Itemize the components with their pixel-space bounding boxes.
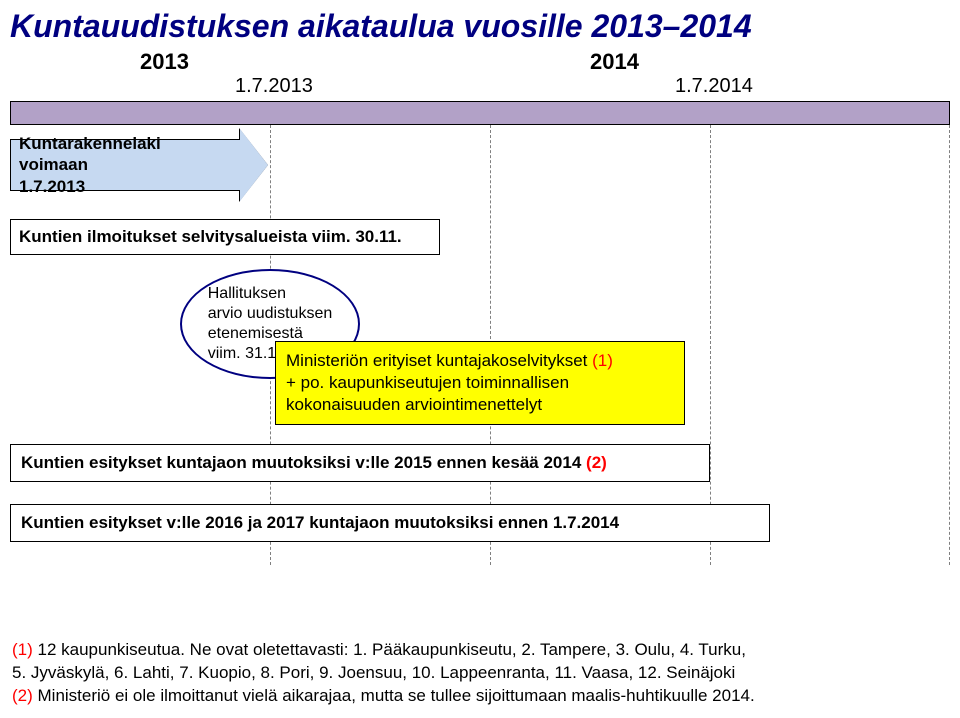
notice-text: Kuntien ilmoitukset selvitysalueista vii… xyxy=(19,226,402,248)
arrow-kuntarakennelaki: Kuntarakennelaki voimaan 1.7.2013 xyxy=(10,139,268,191)
fn2: 5. Jyväskylä, 6. Lahti, 7. Kuopio, 8. Po… xyxy=(12,663,735,682)
oval-l1: Hallituksen xyxy=(208,285,286,302)
year-left: 2013 xyxy=(140,49,189,75)
long1-b: (2) xyxy=(586,453,607,472)
page-title: Kuntauudistuksen aikataulua vuosille 201… xyxy=(0,0,960,49)
yellow-l1b: (1) xyxy=(592,351,613,370)
yellow-l1a: Ministeriön erityiset kuntajakoselvityks… xyxy=(286,351,592,370)
timeline-area: 2013 2014 1.7.2013 1.7.2014 Kuntarakenne… xyxy=(10,49,950,574)
long2-text: Kuntien esitykset v:lle 2016 ja 2017 kun… xyxy=(21,513,619,532)
fn3-b: Ministeriö ei ole ilmoittanut vielä aika… xyxy=(33,686,755,705)
footnotes: (1) 12 kaupunkiseutua. Ne ovat oletettav… xyxy=(12,639,942,708)
long1-a: Kuntien esitykset kuntajaon muutoksiksi … xyxy=(21,453,586,472)
oval-l2: arvio uudistuksen xyxy=(208,305,333,322)
notice-box: Kuntien ilmoitukset selvitysalueista vii… xyxy=(10,219,440,255)
fn1-b: 12 kaupunkiseutua. Ne ovat oletettavasti… xyxy=(33,640,746,659)
fn1-a: (1) xyxy=(12,640,33,659)
yellow-l3: kokonaisuuden arviointimenettelyt xyxy=(286,395,542,414)
arrow-line2: 1.7.2013 xyxy=(19,177,85,196)
arrow-line1: Kuntarakennelaki voimaan xyxy=(19,134,161,174)
dash-3 xyxy=(710,125,711,565)
date-left: 1.7.2013 xyxy=(235,75,313,98)
date-right: 1.7.2014 xyxy=(675,75,753,98)
fn3-a: (2) xyxy=(12,686,33,705)
oval-l3: etenemisestä xyxy=(208,325,303,342)
yellow-box: Ministeriön erityiset kuntajakoselvityks… xyxy=(275,341,685,425)
long-box-2: Kuntien esitykset v:lle 2016 ja 2017 kun… xyxy=(10,504,770,542)
long-box-1: Kuntien esitykset kuntajaon muutoksiksi … xyxy=(10,444,710,482)
yellow-l2: + po. kaupunkiseutujen toiminnallisen xyxy=(286,373,569,392)
year-right: 2014 xyxy=(590,49,639,75)
dash-4 xyxy=(949,125,950,565)
timeline-bar xyxy=(10,101,950,125)
